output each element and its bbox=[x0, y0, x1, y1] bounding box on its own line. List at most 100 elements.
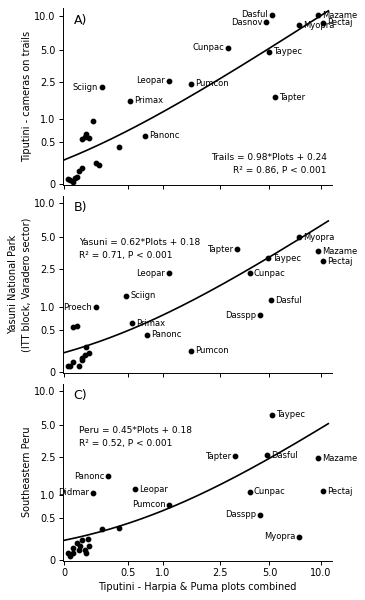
Text: Sciign: Sciign bbox=[73, 83, 98, 92]
Text: Tapter: Tapter bbox=[205, 452, 231, 461]
Point bbox=[79, 353, 85, 363]
Point bbox=[296, 532, 302, 542]
Text: Proech: Proech bbox=[63, 302, 92, 311]
Text: Myopra: Myopra bbox=[304, 21, 335, 30]
Text: Tapter: Tapter bbox=[207, 245, 233, 254]
Point bbox=[74, 172, 80, 182]
Text: Mazame: Mazame bbox=[322, 247, 357, 256]
Point bbox=[67, 361, 73, 371]
Point bbox=[188, 79, 194, 88]
Text: Dasful: Dasful bbox=[275, 296, 302, 305]
Point bbox=[76, 166, 81, 175]
Point bbox=[87, 541, 92, 551]
Point bbox=[142, 131, 148, 140]
Text: Taypec: Taypec bbox=[272, 254, 301, 263]
Text: A): A) bbox=[73, 14, 87, 26]
Text: Primax: Primax bbox=[134, 97, 163, 106]
Point bbox=[84, 342, 89, 352]
Point bbox=[268, 295, 274, 305]
Point bbox=[257, 510, 263, 520]
Text: Primax: Primax bbox=[137, 319, 166, 328]
Point bbox=[247, 268, 253, 278]
Point bbox=[77, 541, 83, 551]
Text: Dasspp: Dasspp bbox=[225, 510, 256, 519]
Point bbox=[123, 291, 129, 301]
Point bbox=[264, 451, 270, 460]
Point bbox=[257, 310, 263, 320]
Point bbox=[166, 268, 172, 278]
Point bbox=[74, 321, 80, 331]
Text: Taypec: Taypec bbox=[276, 410, 306, 419]
Text: Leopar: Leopar bbox=[139, 485, 168, 494]
Point bbox=[265, 253, 271, 263]
Text: Myopra: Myopra bbox=[304, 233, 335, 242]
Point bbox=[76, 545, 81, 555]
Point bbox=[132, 485, 138, 494]
Text: Panonc: Panonc bbox=[151, 330, 182, 339]
Text: Cunpac: Cunpac bbox=[254, 269, 285, 278]
Y-axis label: Yasuni National Park
(ITT block, Varadero sector): Yasuni National Park (ITT block, Varader… bbox=[8, 217, 31, 352]
Point bbox=[315, 454, 321, 463]
Point bbox=[105, 472, 111, 481]
Y-axis label: Tiputini - cameras on trails: Tiputini - cameras on trails bbox=[22, 31, 31, 163]
Point bbox=[116, 142, 122, 152]
Point bbox=[320, 487, 326, 496]
Text: Pectaj: Pectaj bbox=[327, 257, 353, 266]
Point bbox=[188, 346, 194, 356]
Point bbox=[84, 130, 89, 139]
Point bbox=[70, 543, 76, 553]
Text: Didmar: Didmar bbox=[58, 488, 89, 497]
Point bbox=[269, 10, 275, 19]
Point bbox=[67, 551, 73, 560]
Point bbox=[127, 96, 133, 106]
Point bbox=[74, 538, 80, 548]
Point bbox=[93, 302, 99, 312]
X-axis label: Tiputini - Harpia & Puma plots combined: Tiputini - Harpia & Puma plots combined bbox=[98, 581, 297, 592]
Point bbox=[65, 548, 71, 558]
Point bbox=[269, 410, 275, 419]
Point bbox=[70, 548, 76, 558]
Point bbox=[70, 177, 76, 187]
Point bbox=[264, 17, 269, 27]
Text: Pumcon: Pumcon bbox=[195, 346, 229, 355]
Point bbox=[225, 43, 231, 52]
Text: Dasful: Dasful bbox=[271, 451, 298, 460]
Point bbox=[315, 10, 321, 20]
Text: Cunpac: Cunpac bbox=[192, 43, 224, 52]
Text: Trails = 0.98*Plots + 0.24
R² = 0.86, P < 0.001: Trails = 0.98*Plots + 0.24 R² = 0.86, P … bbox=[211, 153, 327, 175]
Text: Panonc: Panonc bbox=[150, 131, 180, 140]
Point bbox=[79, 536, 85, 545]
Text: Leopar: Leopar bbox=[137, 76, 165, 85]
Point bbox=[232, 451, 238, 461]
Point bbox=[87, 348, 92, 358]
Text: Pumcon: Pumcon bbox=[132, 500, 165, 509]
Text: Sciign: Sciign bbox=[131, 291, 156, 300]
Point bbox=[320, 256, 326, 266]
Point bbox=[166, 76, 172, 86]
Text: Cunpac: Cunpac bbox=[254, 487, 285, 496]
Point bbox=[296, 20, 302, 30]
Text: Mazame: Mazame bbox=[322, 11, 357, 20]
Text: Pectaj: Pectaj bbox=[327, 487, 353, 496]
Point bbox=[145, 330, 150, 340]
Point bbox=[79, 356, 85, 365]
Point bbox=[272, 92, 278, 102]
Text: Yasuni = 0.62*Plots + 0.18
R² = 0.71, P < 0.001: Yasuni = 0.62*Plots + 0.18 R² = 0.71, P … bbox=[79, 238, 200, 260]
Point bbox=[266, 47, 272, 56]
Point bbox=[296, 232, 302, 242]
Point bbox=[91, 116, 96, 126]
Text: Dasspp: Dasspp bbox=[225, 311, 256, 320]
Text: Taypec: Taypec bbox=[273, 47, 303, 56]
Point bbox=[87, 133, 92, 143]
Point bbox=[79, 134, 85, 144]
Point bbox=[84, 548, 89, 558]
Point bbox=[82, 132, 88, 142]
Text: Dasful: Dasful bbox=[241, 10, 268, 19]
Text: Pumcon: Pumcon bbox=[195, 79, 229, 88]
Point bbox=[234, 244, 240, 254]
Point bbox=[82, 350, 88, 360]
Point bbox=[65, 175, 71, 184]
Text: Tapter: Tapter bbox=[279, 93, 305, 102]
Point bbox=[70, 358, 76, 367]
Point bbox=[96, 160, 102, 170]
